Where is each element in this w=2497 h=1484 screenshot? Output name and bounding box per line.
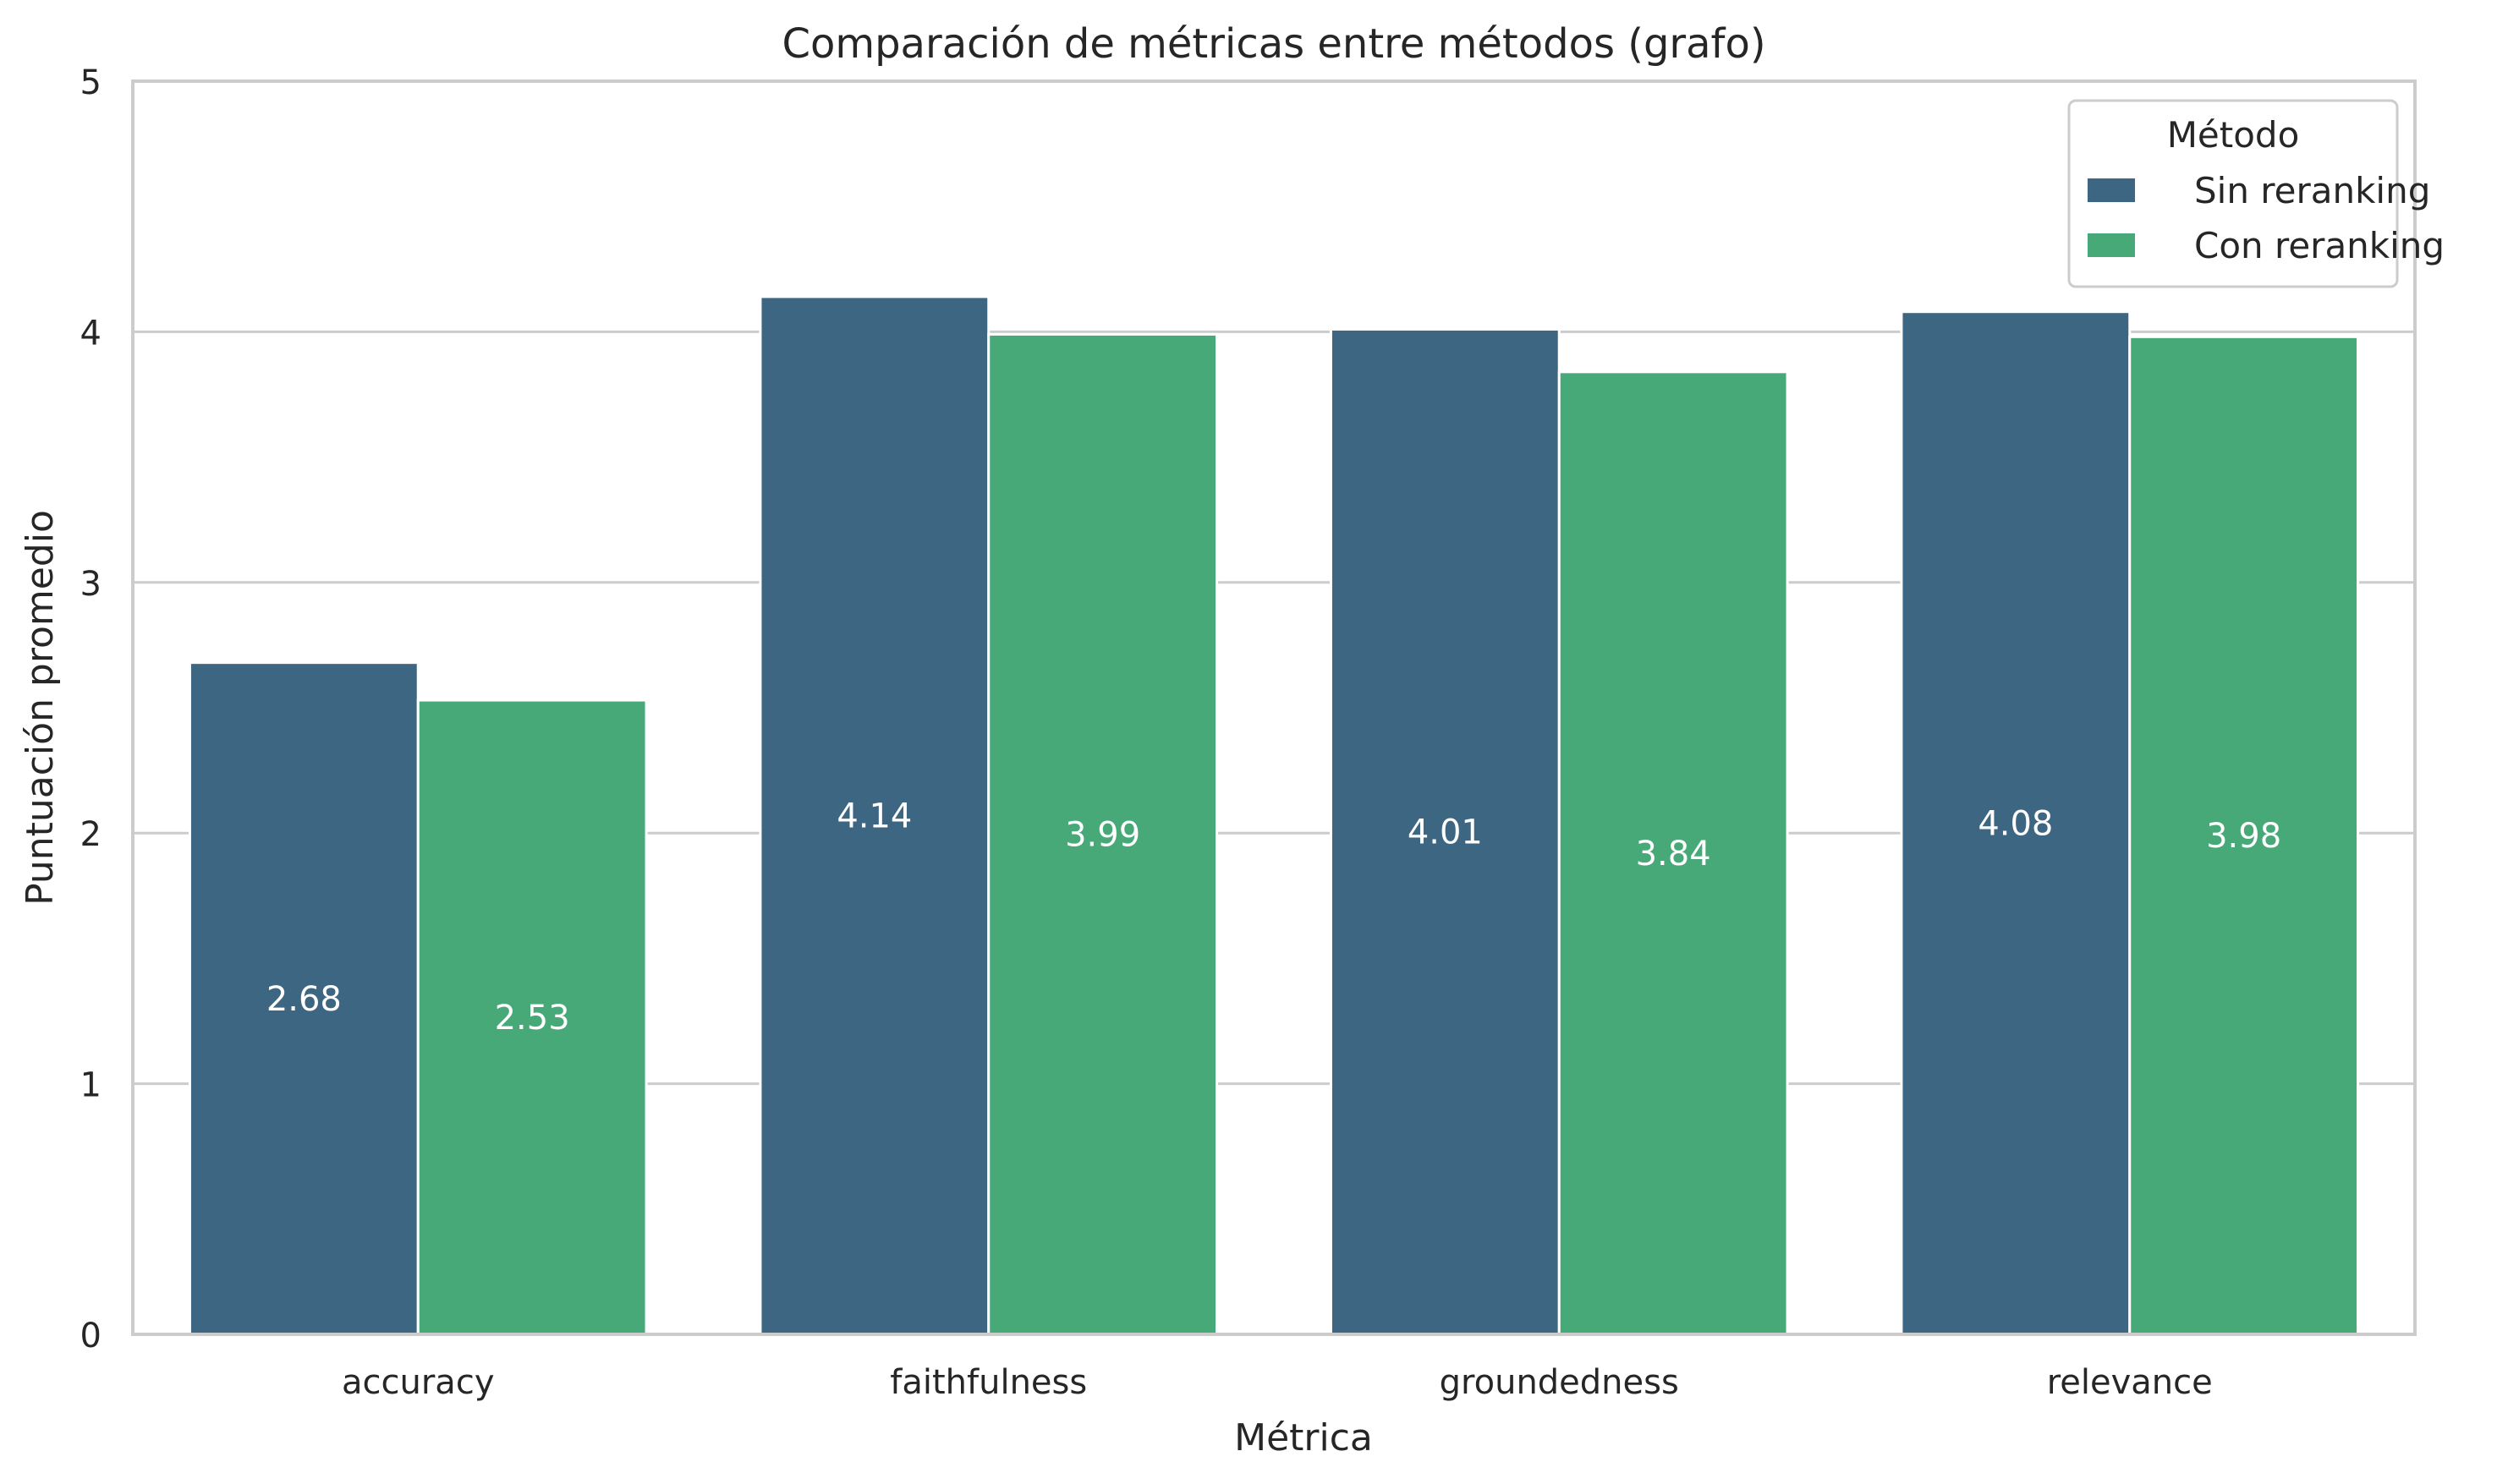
data-label-accuracy-con-reranking: 2.53 [495,999,570,1038]
chart-title: Comparación de métricas entre métodos (g… [782,20,1765,68]
x-tick-label-faithfulness: faithfulness [890,1363,1087,1402]
bar-groundedness-sin-reranking [1329,327,1561,1336]
data-label-groundedness-con-reranking: 3.84 [1636,835,1711,873]
bar-groundedness-con-reranking [1557,370,1789,1336]
y-tick-label: 0 [80,1317,102,1355]
data-labels: 2.68 2.53 4.14 3.99 4.01 3.84 4.08 3.98 [266,797,2281,1038]
legend-label-sin-reranking: Sin reranking [2194,170,2430,211]
x-tick-label-groundedness: groundedness [1440,1363,1679,1402]
plot-frame [131,79,2417,1336]
data-label-groundedness-sin-reranking: 4.01 [1408,813,1483,852]
y-tick-label: 4 [80,314,102,353]
x-axis-label: Métrica [1234,1416,1373,1459]
legend-frame [2067,99,2399,288]
bar-faithfulness-sin-reranking [759,295,991,1336]
bars [188,295,2360,1336]
data-label-relevance-con-reranking: 3.98 [2206,817,2281,856]
legend-swatch-con-reranking [2088,233,2135,257]
bar-relevance-con-reranking [2128,335,2360,1336]
legend-label-con-reranking: Con reranking [2194,225,2445,266]
y-tick-label: 3 [80,565,102,604]
y-tick-label: 1 [80,1066,102,1105]
axis-ticks: 0 1 2 3 4 5 accuracy faithfulness groundedness re… [80,63,2213,1402]
y-axis-label: Puntuación promedio [19,510,62,906]
x-tick-label-accuracy: accuracy [342,1363,494,1402]
data-label-faithfulness-sin-reranking: 4.14 [837,797,912,835]
legend-title: Método [2167,114,2300,156]
legend-swatch-sin-reranking [2088,178,2135,202]
data-label-relevance-sin-reranking: 4.08 [1978,804,2053,843]
bar-faithfulness-con-reranking [987,332,1219,1336]
data-label-faithfulness-con-reranking: 3.99 [1065,816,1140,855]
x-tick-label-relevance: relevance [2047,1363,2213,1402]
legend: Método Sin reranking Con reranking [2067,99,2445,288]
y-tick-label: 5 [80,63,102,102]
bar-accuracy-con-reranking [416,698,648,1336]
bar-relevance-sin-reranking [1900,310,2132,1336]
y-tick-label: 2 [80,815,102,854]
data-label-accuracy-sin-reranking: 2.68 [266,980,342,1019]
